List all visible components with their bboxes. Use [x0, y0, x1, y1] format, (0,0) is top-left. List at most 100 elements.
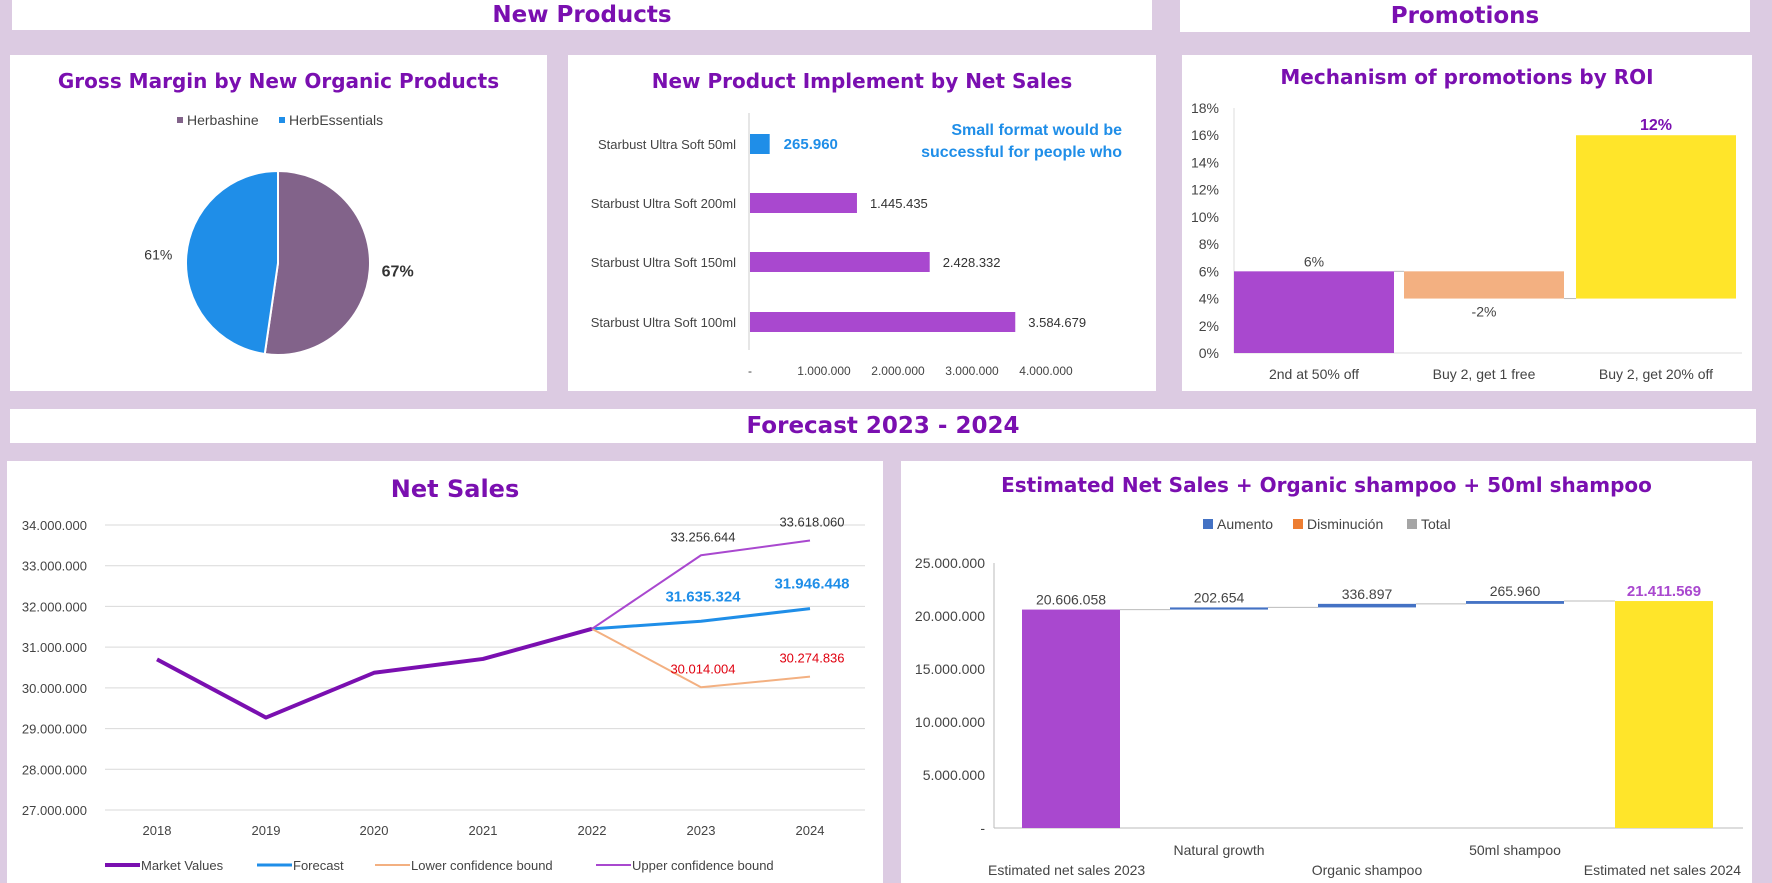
bar [750, 312, 1016, 332]
x-tick-label: 2.000.000 [871, 364, 925, 378]
gross-margin-panel: Gross Margin by New Organic Products Her… [10, 55, 547, 391]
x-tick-label: 2019 [252, 823, 281, 838]
legend-label: HerbEssentials [289, 112, 383, 128]
x-category-label: Estimated net sales 2024 [1584, 862, 1741, 878]
y-tick-label: 0% [1199, 345, 1219, 361]
y-tick-label: 32.000.000 [22, 599, 87, 614]
bar-value-label: -2% [1472, 304, 1497, 320]
annotation-text: Small format would be [951, 122, 1122, 139]
y-tick-label: 25.000.000 [915, 555, 985, 571]
y-tick-label: 2% [1199, 318, 1219, 334]
estimated-net-sales-waterfall-chart: Aumento Disminución Total - 5.000.000 10.000.… [915, 516, 1743, 878]
category-label: Starbust Ultra Soft 150ml [591, 255, 736, 270]
data-label: 33.256.644 [670, 529, 735, 544]
waterfall-bar [1022, 609, 1120, 828]
y-tick-label: 33.000.000 [22, 559, 87, 574]
waterfall-bar [1170, 607, 1268, 610]
waterfall-bar [1318, 603, 1416, 608]
legend-label: Market Values [141, 858, 224, 873]
waterfall-bar [1466, 601, 1564, 604]
bar [750, 252, 930, 272]
legend-label: Disminución [1307, 516, 1383, 532]
y-tick-label: 6% [1199, 263, 1219, 279]
x-category-label: Estimated net sales 2023 [988, 862, 1145, 878]
forecast-header: Forecast 2023 - 2024 [10, 409, 1756, 443]
gross-margin-pie-chart: Herbashine HerbEssentials 67% 61% [144, 112, 414, 356]
waterfall-bar [1615, 601, 1713, 828]
data-label: 33.618.060 [779, 515, 844, 530]
bar-value-label: 336.897 [1342, 586, 1393, 602]
bar-value-label: 12% [1640, 117, 1672, 134]
y-tick-label: 10% [1191, 209, 1219, 225]
y-tick-label: 4% [1199, 291, 1219, 307]
y-tick-label: 10.000.000 [915, 714, 985, 730]
promotions-roi-chart: 0% 2% 4% 6% 8% 10% 12% 14% 16% 18% 6% 2nd at 50% of… [1191, 100, 1742, 382]
x-tick-label: 1.000.000 [797, 364, 851, 378]
series-line [591, 607, 811, 631]
x-category-label: Natural growth [1173, 842, 1264, 858]
new-product-bar-chart: Starbust Ultra Soft 50ml 265.960 Starbust … [591, 113, 1122, 378]
series-line [591, 627, 811, 689]
series-line [591, 539, 811, 630]
legend-swatch [1203, 519, 1213, 529]
bar-value-label: 265.960 [784, 136, 838, 153]
bar-value-label: 6% [1304, 253, 1324, 269]
bar-value-label: 2.428.332 [943, 255, 1001, 270]
x-tick-label: 2024 [796, 823, 825, 838]
legend-label: Lower confidence bound [411, 858, 553, 873]
y-tick-label: 31.000.000 [22, 640, 87, 655]
bar-value-label: 20.606.058 [1036, 592, 1106, 608]
new-products-header: New Products [12, 0, 1152, 30]
promotions-title: Promotions [1390, 3, 1540, 29]
legend-swatch [177, 117, 183, 123]
category-label: Starbust Ultra Soft 200ml [591, 196, 736, 211]
y-tick-label: 14% [1191, 154, 1219, 170]
y-tick-label: 5.000.000 [923, 767, 985, 783]
category-label: Starbust Ultra Soft 50ml [598, 137, 736, 152]
x-category-label: Buy 2, get 20% off [1599, 366, 1713, 382]
bar [750, 134, 770, 154]
waterfall-bar [1576, 135, 1736, 299]
estimated-net-sales-panel: Estimated Net Sales + Organic shampoo + … [901, 461, 1752, 883]
bar-value-label: 21.411.569 [1627, 583, 1701, 600]
promotions-header: Promotions [1180, 0, 1750, 32]
bar [750, 193, 857, 213]
data-label: 31.946.448 [774, 576, 849, 593]
gross-margin-title: Gross Margin by New Organic Products [57, 69, 500, 93]
x-category-label: 50ml shampoo [1469, 842, 1561, 858]
y-tick-label: 20.000.000 [915, 608, 985, 624]
x-tick-label: 2018 [143, 823, 172, 838]
y-tick-label: 27.000.000 [22, 803, 87, 818]
annotation-text: successful for people who [921, 144, 1122, 161]
pie-data-label: 61% [144, 246, 172, 262]
promotions-chart-title: Mechanism of promotions by ROI [1280, 65, 1654, 89]
y-tick-label: 8% [1199, 236, 1219, 252]
x-category-label: Buy 2, get 1 free [1433, 366, 1536, 382]
bar-value-label: 3.584.679 [1028, 315, 1086, 330]
legend-label: Upper confidence bound [632, 858, 774, 873]
x-tick-label: 2020 [360, 823, 389, 838]
x-category-label: 2nd at 50% off [1269, 366, 1359, 382]
legend-label: Aumento [1217, 516, 1273, 532]
y-tick-label: 18% [1191, 100, 1219, 116]
pie-slice [263, 169, 371, 356]
legend-label: Total [1421, 516, 1451, 532]
y-tick-label: 28.000.000 [22, 762, 87, 777]
y-tick-label: 29.000.000 [22, 722, 87, 737]
net-sales-line-chart: 27.000.000 28.000.000 29.000.000 30.000.000… [22, 515, 865, 873]
series-line [156, 626, 593, 720]
net-sales-panel: Net Sales 27.000.000 28.000.000 29.000.000… [7, 461, 883, 883]
legend-label: Forecast [293, 858, 344, 873]
y-tick-label: 30.000.000 [22, 681, 87, 696]
waterfall-bar [1234, 271, 1394, 353]
new-product-panel: New Product Implement by Net Sales Starb… [568, 55, 1156, 391]
y-tick-label: 16% [1191, 127, 1219, 143]
bar-value-label: 202.654 [1194, 589, 1245, 605]
net-sales-title: Net Sales [390, 475, 520, 503]
legend-swatch [279, 117, 285, 123]
bar-value-label: 265.960 [1490, 583, 1541, 599]
x-tick-label: 4.000.000 [1019, 364, 1073, 378]
x-tick-label: - [748, 364, 752, 378]
pie-slice [185, 169, 279, 356]
x-tick-label: 2022 [578, 823, 607, 838]
